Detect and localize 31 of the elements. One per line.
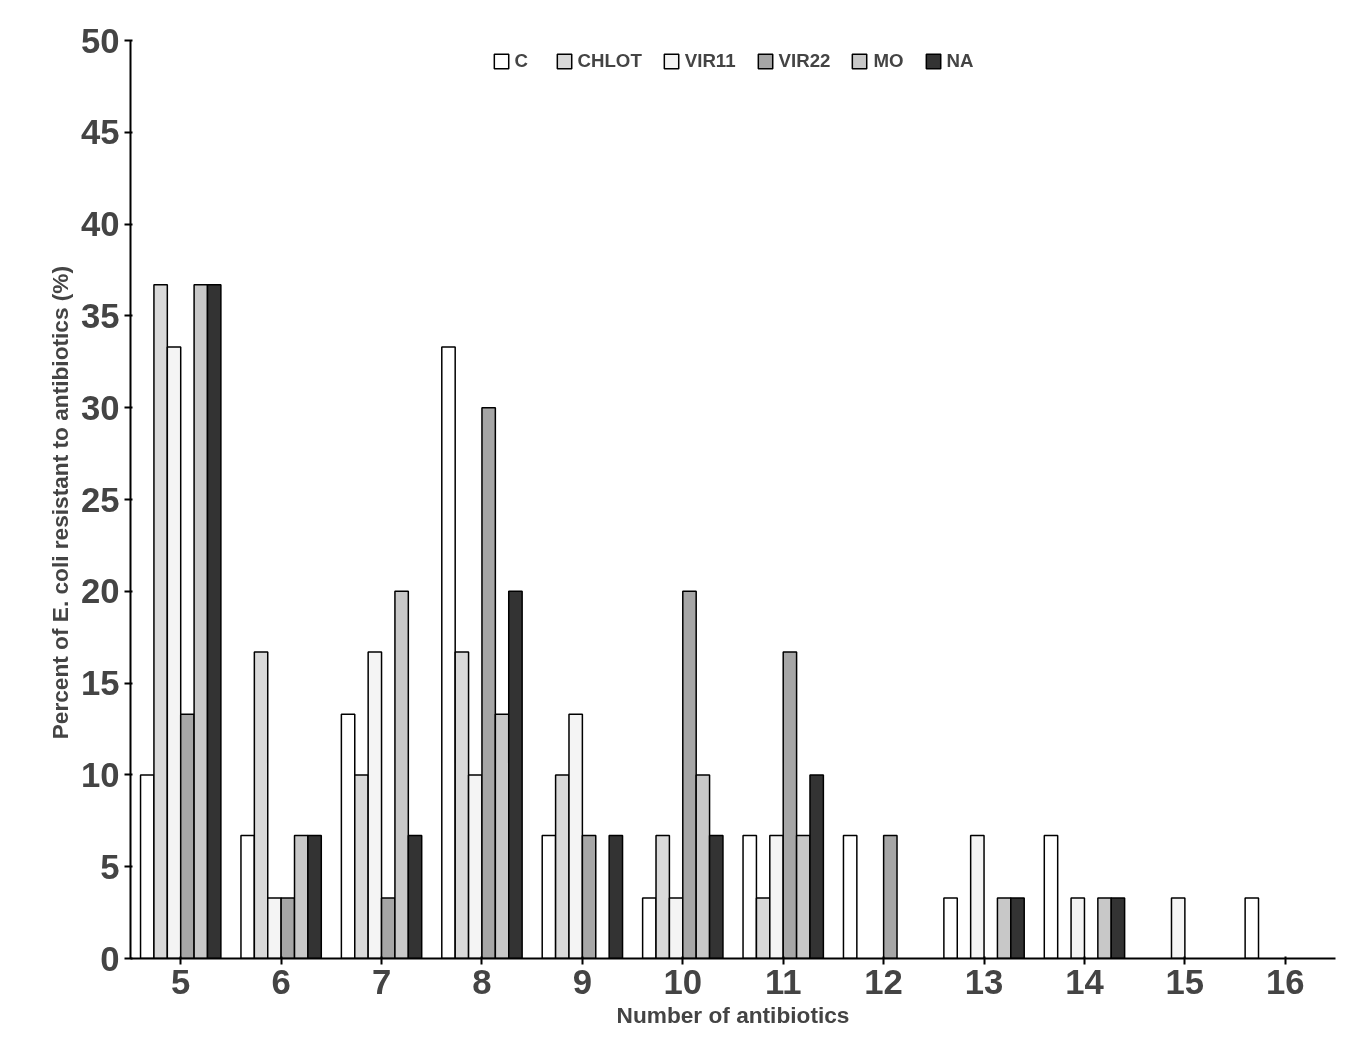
x-tick-label: 6 — [271, 962, 291, 1001]
legend-label: VIR11 — [684, 50, 736, 72]
x-tick-label: 12 — [864, 962, 903, 1001]
y-axis-title: Percent of E. coli resistant to antibiotics (%) — [46, 265, 73, 740]
x-tick-label: 16 — [1266, 962, 1305, 1001]
legend-label: CHLOT — [577, 50, 642, 72]
x-tick-label: 11 — [764, 962, 802, 1001]
y-tick-label: 5 — [100, 847, 120, 886]
legend-label: MO — [873, 50, 904, 72]
x-tick-label: 5 — [171, 962, 191, 1001]
y-tick-label: 50 — [80, 21, 120, 60]
y-tick-label: 30 — [80, 388, 120, 427]
x-tick-label: 10 — [663, 962, 703, 1001]
y-tick-label: 15 — [80, 664, 120, 703]
y-tick-label: 35 — [80, 296, 120, 335]
y-tick-label: 0 — [100, 939, 120, 978]
y-tick-label: 40 — [80, 205, 120, 244]
x-tick-label: 14 — [1065, 962, 1105, 1001]
legend-label: VIR22 — [778, 50, 831, 72]
legend-label: NA — [946, 50, 974, 72]
y-tick-label: 25 — [80, 480, 120, 519]
x-tick-label: 15 — [1165, 962, 1205, 1001]
legend-label: C — [514, 50, 529, 72]
x-tick-label: 13 — [964, 962, 1004, 1001]
x-tick-label: 8 — [472, 962, 492, 1001]
x-axis-title: Number of antibiotics — [616, 1001, 850, 1028]
x-tick-label: 9 — [572, 962, 593, 1001]
y-tick-label: 10 — [80, 755, 120, 794]
y-tick-label: 20 — [80, 572, 120, 611]
x-tick-label: 7 — [371, 962, 392, 1001]
y-tick-label: 45 — [80, 113, 120, 152]
